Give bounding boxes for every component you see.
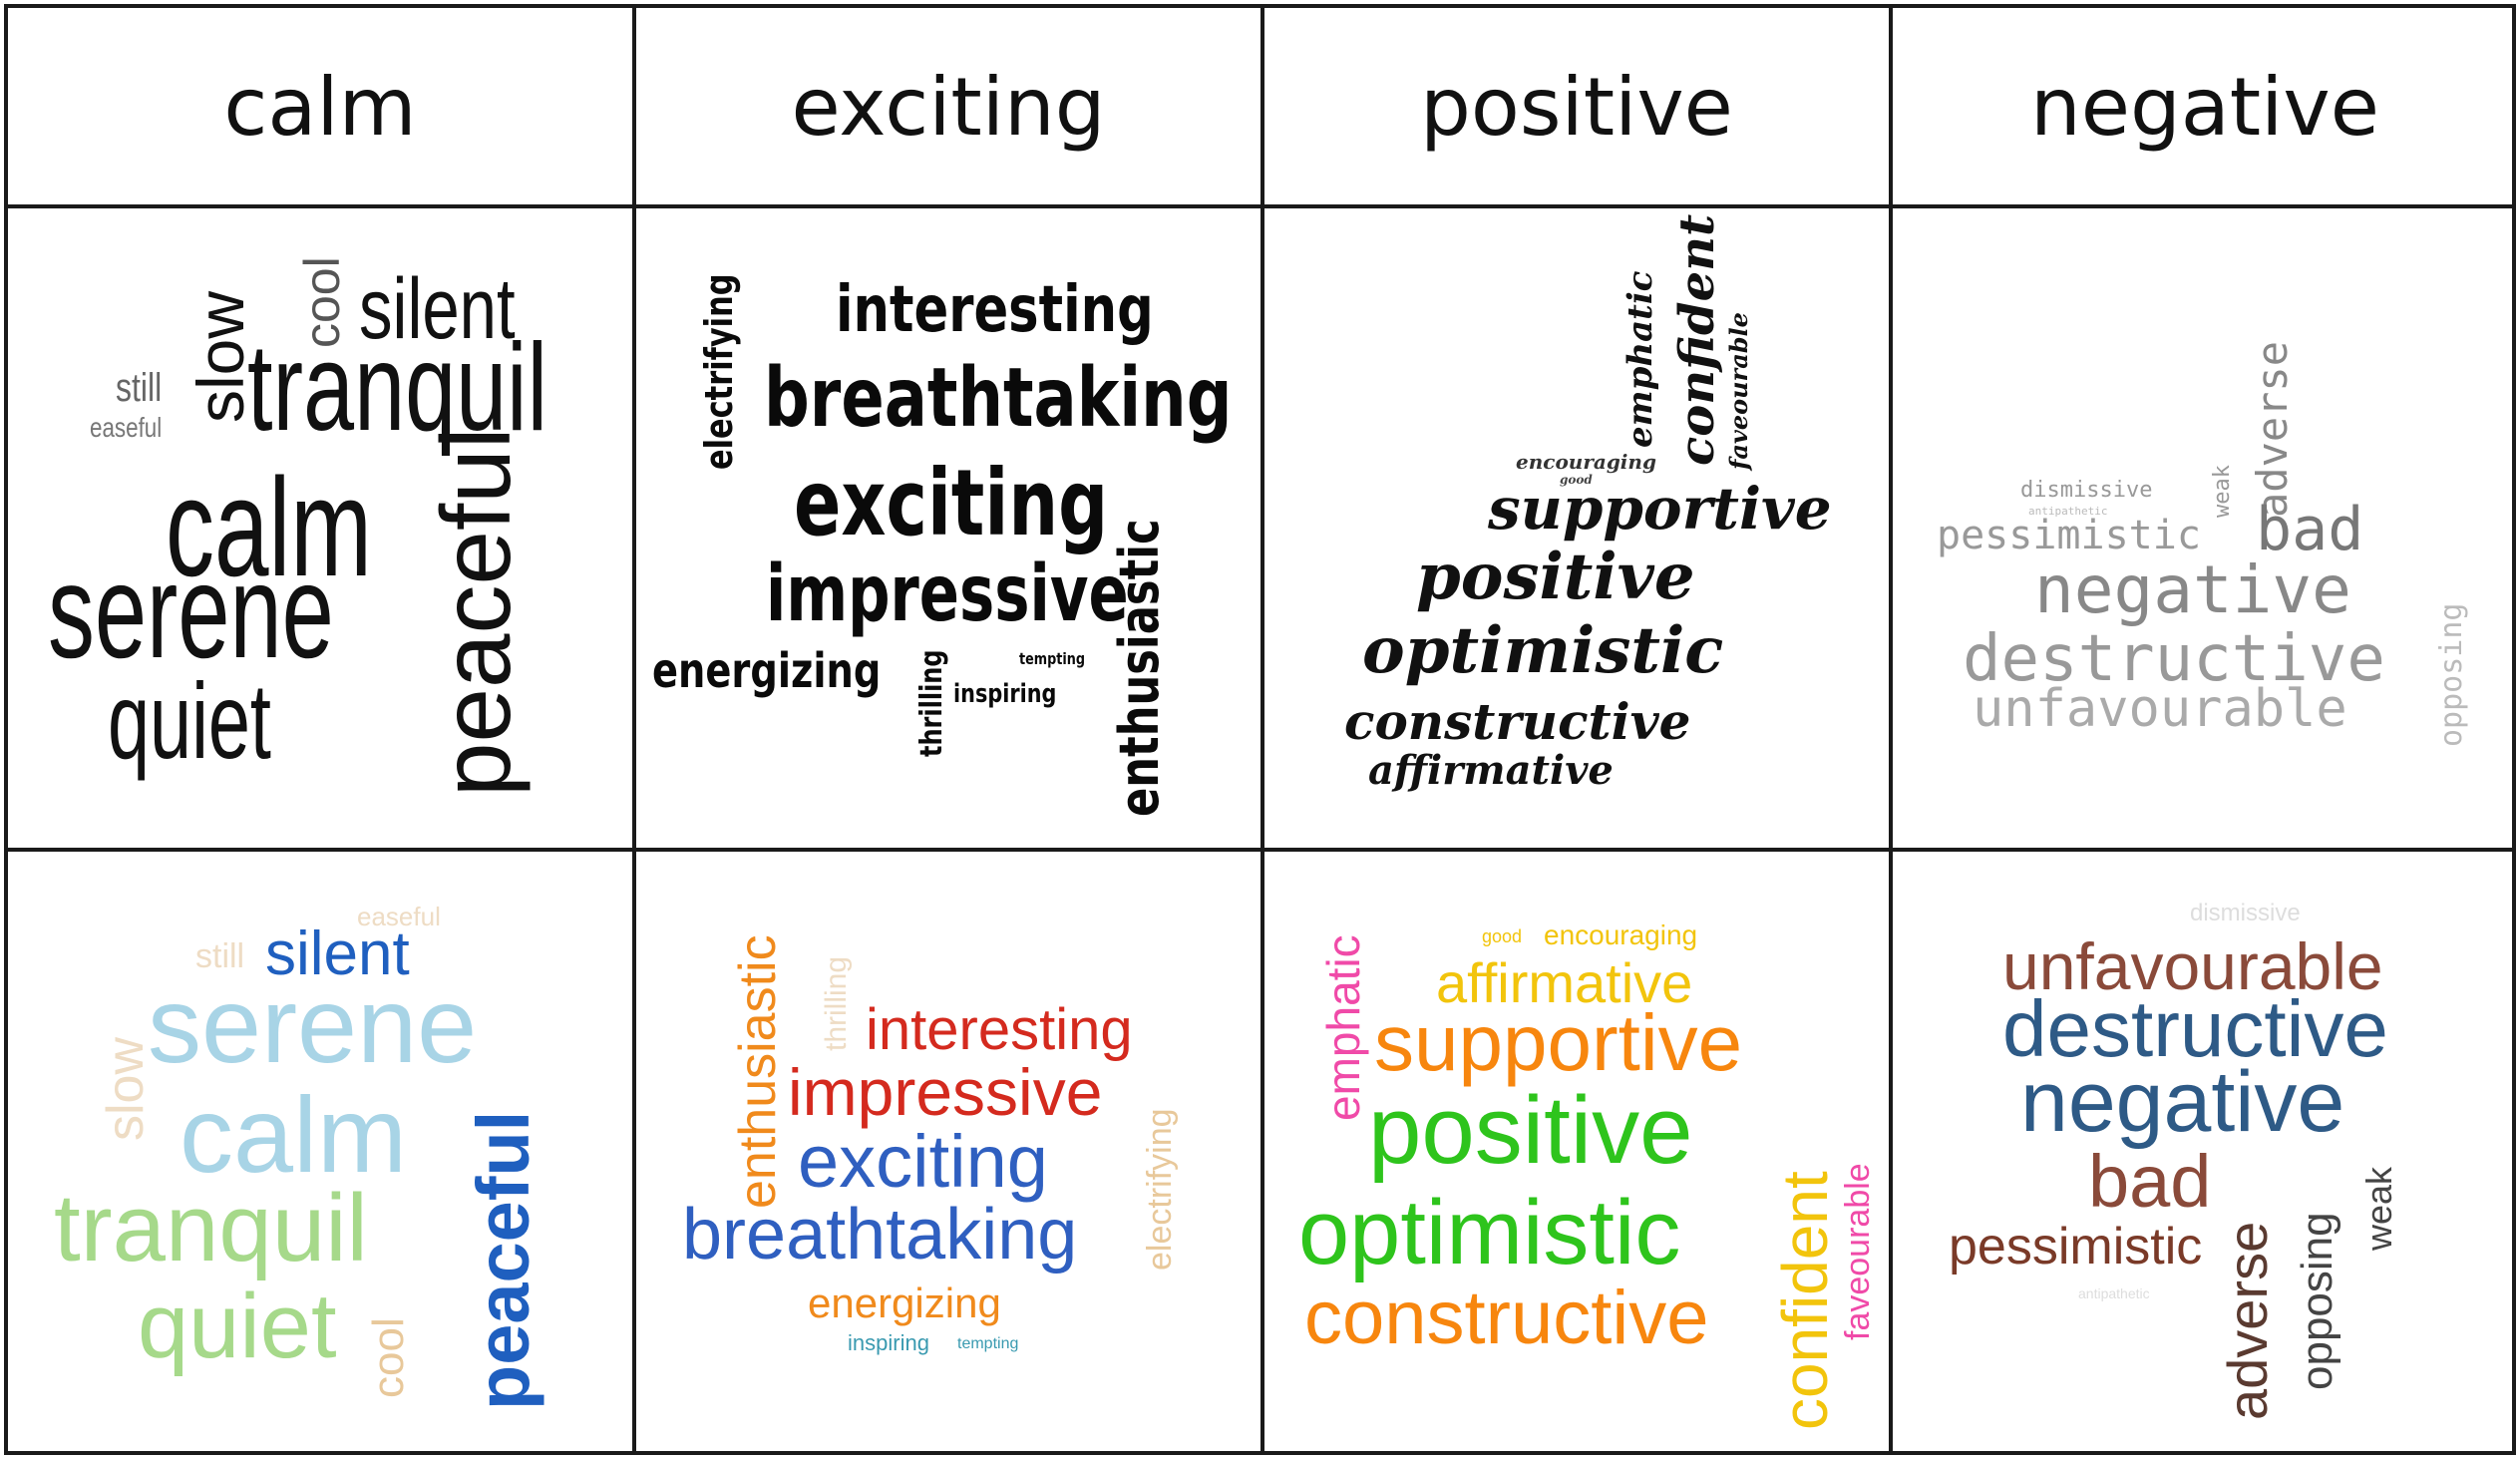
word: easeful — [90, 412, 163, 443]
word: thrilling — [820, 955, 853, 1051]
word: emphatic — [1317, 934, 1369, 1121]
word: faveourable — [1724, 312, 1753, 470]
word: supportive — [1488, 475, 1832, 543]
word: negative — [2020, 1054, 2345, 1150]
word: encouraging — [1544, 919, 1698, 950]
word: easeful — [357, 902, 441, 931]
column-divider — [1260, 8, 1264, 1451]
word: good — [1482, 926, 1523, 946]
word: exciting — [794, 450, 1109, 556]
word: enthusiastic — [1108, 519, 1171, 817]
word: destructive — [1963, 622, 2385, 696]
word: affirmative — [1436, 951, 1693, 1014]
word: tranquil — [247, 319, 547, 457]
word: electrifying — [697, 273, 741, 470]
word: affirmative — [1368, 747, 1614, 794]
word: faveourable — [1839, 1163, 1877, 1340]
word: tranquil — [54, 1175, 368, 1281]
word: peaceful — [462, 1110, 544, 1410]
word: dismissive — [2190, 900, 2301, 926]
word: confident — [1669, 213, 1725, 466]
color-cloud-calm: easeful still silent serene slow calm tr… — [8, 852, 632, 1451]
word: positive — [1416, 540, 1695, 614]
word: dismissive — [2020, 478, 2153, 503]
word: adverse — [2248, 340, 2297, 518]
word: optimistic — [1362, 613, 1724, 688]
word: interesting — [836, 273, 1154, 347]
header-calm: calm — [223, 60, 417, 154]
color-cloud-positive: good encouraging affirmative emphatic su… — [1264, 852, 1889, 1451]
word: encouraging — [1516, 450, 1656, 474]
word: opposing — [2434, 602, 2469, 748]
word: breathtaking — [764, 351, 1233, 446]
word: negative — [2034, 551, 2351, 628]
word: serene — [48, 538, 334, 686]
word: thrilling — [914, 649, 949, 757]
word: serene — [148, 964, 478, 1085]
word: opposing — [2293, 1212, 2341, 1390]
word: still — [195, 937, 245, 975]
word: silent — [359, 261, 516, 357]
word: supportive — [1374, 998, 1743, 1087]
word: adverse — [2216, 1221, 2279, 1420]
word: calm — [180, 1074, 408, 1195]
column-divider — [1889, 8, 1893, 1451]
word: confident — [1769, 1171, 1841, 1430]
word: electrifying — [1141, 1108, 1179, 1271]
word: energizing — [652, 643, 882, 699]
column-divider — [632, 8, 636, 1451]
word: calm — [166, 449, 372, 605]
word: exciting — [798, 1120, 1048, 1203]
word: inspiring — [953, 679, 1057, 709]
word: bad — [2088, 1140, 2212, 1223]
word: inspiring — [848, 1330, 929, 1355]
word: impressive — [788, 1055, 1103, 1129]
word: slow — [97, 1036, 155, 1141]
word: cool — [364, 1317, 413, 1398]
word: positive — [1368, 1077, 1693, 1184]
header-negative: negative — [2030, 60, 2379, 154]
bw-cloud-negative: adverse weak dismissive antipathetic pes… — [1893, 208, 2517, 848]
word: weak — [2210, 465, 2235, 518]
word: pessimistic — [1949, 1218, 2203, 1276]
word: slow — [183, 290, 257, 423]
word: constructive — [1344, 692, 1691, 751]
row-divider — [8, 848, 2512, 852]
word: unfavourable — [1973, 679, 2347, 739]
word: breathtaking — [682, 1195, 1078, 1275]
word: quiet — [108, 660, 271, 781]
word: silent — [265, 919, 410, 988]
color-cloud-exciting: enthusiastic thrilling interesting impre… — [636, 852, 1260, 1451]
word: quiet — [138, 1276, 337, 1377]
bw-cloud-positive: emphatic confident faveourable encouragi… — [1264, 208, 1889, 848]
word-cloud-grid: calm exciting positive negative silent c… — [4, 4, 2516, 1455]
word: pessimistic — [1937, 513, 2201, 558]
word: optimistic — [1298, 1182, 1681, 1283]
word: energizing — [808, 1279, 1001, 1326]
word: emphatic — [1620, 270, 1660, 448]
header-positive: positive — [1420, 60, 1733, 154]
word: bad — [2256, 495, 2364, 564]
word: still — [116, 366, 163, 410]
word: antipathetic — [2028, 505, 2108, 518]
header-exciting: exciting — [791, 60, 1106, 154]
bw-cloud-exciting: electrifying interesting breathtaking ex… — [636, 208, 1260, 848]
word: enthusiastic — [729, 934, 787, 1209]
word: good — [1560, 473, 1593, 487]
bw-cloud-calm: silent cool slow still easeful tranquil … — [8, 208, 632, 848]
word: antipathetic — [2078, 1285, 2150, 1301]
word: destructive — [2002, 984, 2388, 1073]
word: constructive — [1304, 1276, 1709, 1360]
word: unfavourable — [2002, 929, 2383, 1003]
word: weak — [2358, 1166, 2399, 1251]
row-divider — [8, 204, 2512, 208]
color-cloud-negative: dismissive unfavourable destructive nega… — [1893, 852, 2517, 1451]
word: peaceful — [421, 427, 531, 797]
word: tempting — [1019, 649, 1086, 668]
word: interesting — [866, 997, 1133, 1062]
word: impressive — [766, 549, 1129, 639]
word: tempting — [957, 1335, 1019, 1352]
